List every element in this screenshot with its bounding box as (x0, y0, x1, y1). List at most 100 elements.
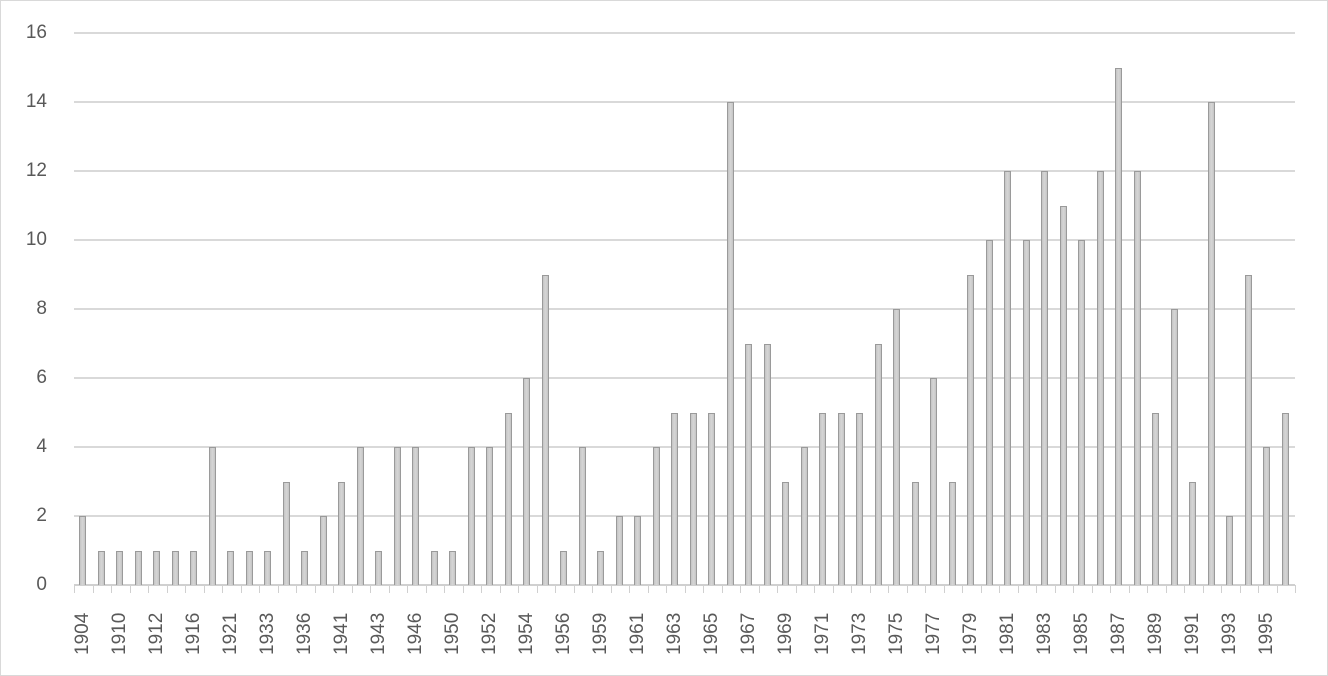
x-tick-label: 1916 (183, 612, 205, 655)
x-tick (851, 585, 852, 593)
bar (856, 412, 864, 585)
x-tick (832, 585, 834, 593)
x-tick (129, 585, 131, 593)
x-tick-label: 1967 (738, 612, 760, 655)
y-tick-label: 0 (36, 574, 47, 595)
bar (79, 516, 87, 585)
bar (967, 274, 975, 585)
gridline (74, 32, 1295, 34)
bar (449, 550, 457, 585)
x-tick (1295, 585, 1296, 593)
x-tick (111, 585, 112, 593)
bar (1226, 516, 1234, 585)
x-tick-label: 1985 (1071, 612, 1093, 655)
gridline (74, 446, 1295, 448)
x-tick-label: 1993 (1219, 612, 1241, 655)
x-tick (906, 585, 908, 593)
x-tick (203, 585, 205, 593)
x-tick (351, 585, 353, 593)
x-tick (703, 585, 704, 593)
x-tick-label: 1991 (1182, 612, 1204, 655)
x-tick (888, 585, 889, 593)
bar (190, 550, 198, 585)
x-tick (277, 585, 279, 593)
bar (504, 412, 512, 585)
bar (393, 447, 401, 585)
y-tick-label: 8 (36, 298, 47, 319)
x-tick (1091, 585, 1093, 593)
x-tick (444, 585, 445, 593)
bar (116, 550, 124, 585)
x-tick-label: 1971 (812, 612, 834, 655)
x-tick (74, 585, 75, 593)
bar (1244, 274, 1252, 585)
x-tick (1258, 585, 1259, 593)
x-tick (740, 585, 741, 593)
x-tick (943, 585, 945, 593)
x-tick (684, 585, 686, 593)
x-tick-label: 1954 (516, 612, 538, 655)
gridline (74, 170, 1295, 172)
bar (97, 550, 105, 585)
x-tick (758, 585, 760, 593)
x-tick (814, 585, 815, 593)
x-tick (1165, 585, 1167, 593)
bar (430, 550, 438, 585)
bar (282, 481, 290, 585)
bar (800, 447, 808, 585)
y-tick-label: 6 (36, 367, 47, 388)
x-tick-label: 1977 (923, 612, 945, 655)
bar (208, 447, 216, 585)
x-tick (1017, 585, 1019, 593)
x-tick (388, 585, 390, 593)
x-tick (869, 585, 871, 593)
x-tick (925, 585, 926, 593)
bar (171, 550, 179, 585)
x-tick (1276, 585, 1278, 593)
bar (486, 447, 494, 585)
x-tick (999, 585, 1000, 593)
x-tick (1036, 585, 1037, 593)
x-tick (1184, 585, 1185, 593)
x-tick-label: 1933 (257, 612, 279, 655)
x-tick-label: 1989 (1145, 612, 1167, 655)
bar (1059, 205, 1067, 585)
x-tick (481, 585, 482, 593)
y-tick-label: 10 (25, 229, 47, 250)
x-tick (296, 585, 297, 593)
bar (227, 550, 235, 585)
x-tick (333, 585, 334, 593)
bar (689, 412, 697, 585)
x-tick (647, 585, 649, 593)
x-tick-label: 1995 (1256, 612, 1278, 655)
y-tick-label: 2 (36, 505, 47, 526)
x-tick-label: 1936 (294, 612, 316, 655)
bar (319, 516, 327, 585)
x-tick (185, 585, 186, 593)
bar (134, 550, 142, 585)
bar (597, 550, 605, 585)
bar (560, 550, 568, 585)
bar (1189, 481, 1197, 585)
x-tick (92, 585, 94, 593)
bar (153, 550, 161, 585)
bar (1281, 412, 1289, 585)
x-tick (1147, 585, 1148, 593)
gridline (74, 308, 1295, 310)
x-tick (962, 585, 963, 593)
bar (301, 550, 309, 585)
gridline (74, 515, 1295, 517)
bar (338, 481, 346, 585)
bar (264, 550, 272, 585)
x-tick (777, 585, 778, 593)
bar (671, 412, 679, 585)
bar (245, 550, 253, 585)
x-tick-label: 1946 (405, 612, 427, 655)
bar (1170, 309, 1178, 585)
bar (708, 412, 716, 585)
bar (375, 550, 383, 585)
bar (615, 516, 623, 585)
x-tick (536, 585, 538, 593)
x-tick-label: 1943 (368, 612, 390, 655)
